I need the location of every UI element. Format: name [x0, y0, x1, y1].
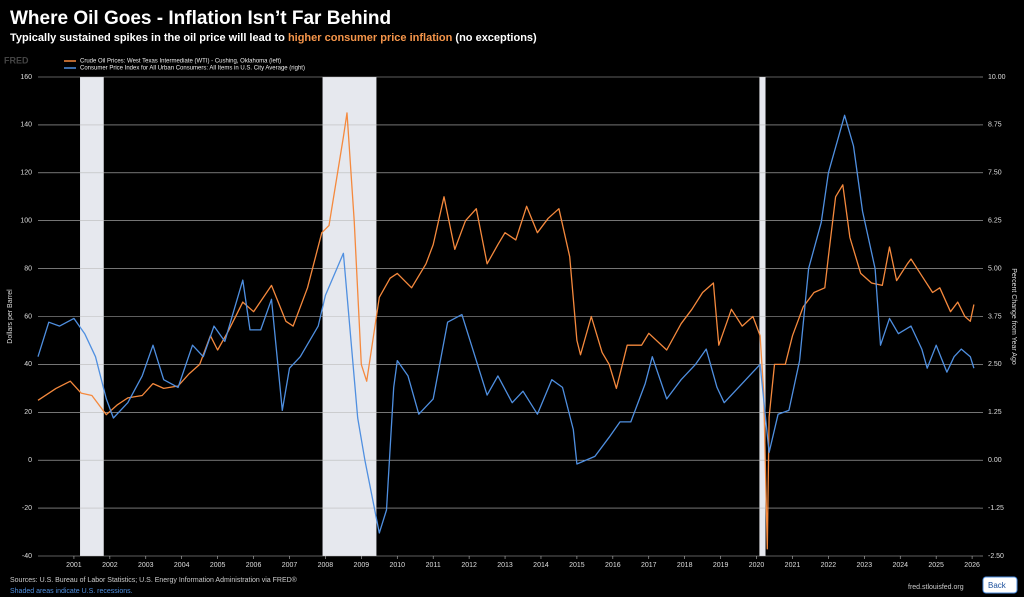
x-tick-label: 2018	[677, 562, 693, 569]
y2-tick-label: 2.50	[988, 361, 1002, 368]
back-button[interactable]: Back	[982, 576, 1018, 594]
y-tick-label: 60	[24, 313, 32, 320]
y2-tick-label: 5.00	[988, 265, 1002, 272]
x-tick-label: 2016	[605, 562, 621, 569]
legend-label: Consumer Price Index for All Urban Consu…	[80, 66, 305, 72]
chart-title: Where Oil Goes - Inflation Isn’t Far Beh…	[10, 8, 391, 29]
y2-tick-label: 7.50	[988, 170, 1002, 177]
subtitle-highlight: higher consumer price inflation	[288, 32, 453, 44]
x-tick-label: 2006	[246, 562, 262, 569]
sources: Sources: U.S. Bureau of Labor Statistics…	[10, 576, 298, 584]
y-tick-label: 40	[24, 361, 32, 368]
x-tick-label: 2019	[713, 562, 729, 569]
y-tick-label: 0	[28, 457, 32, 464]
x-tick-label: 2013	[497, 562, 513, 569]
x-tick-label: 2010	[389, 562, 405, 569]
y-tick-label: 160	[20, 74, 32, 81]
y-tick-label: -40	[22, 553, 32, 560]
x-tick-label: 2004	[174, 562, 190, 569]
x-tick-label: 2025	[928, 562, 944, 569]
y2-tick-label: 8.75	[988, 122, 1002, 129]
x-tick-label: 2026	[964, 562, 980, 569]
x-tick-label: 2001	[66, 562, 82, 569]
back-button-bg[interactable]	[982, 576, 1018, 594]
y2-tick-label: 0.00	[988, 457, 1002, 464]
subtitle-part: Typically sustained spikes in the oil pr…	[10, 32, 288, 44]
x-tick-label: 2023	[857, 562, 873, 569]
x-tick-label: 2022	[821, 562, 837, 569]
y2-tick-label: -1.25	[988, 505, 1004, 512]
y2-tick-label: 1.25	[988, 409, 1002, 416]
y-tick-label: 100	[20, 218, 32, 225]
series-line	[37, 112, 975, 550]
x-tick-label: 2024	[892, 562, 908, 569]
back-button-label[interactable]: Back	[988, 581, 1007, 590]
y2-tick-label: 6.25	[988, 218, 1002, 225]
x-tick-label: 2015	[569, 562, 585, 569]
x-tick-label: 2011	[426, 562, 441, 569]
shaded-note: Shaded areas indicate U.S. recessions.	[10, 588, 133, 595]
x-tick-label: 2014	[533, 562, 549, 569]
y2-axis-label: Percent Change from Year Ago	[1010, 268, 1017, 365]
y-tick-label: 140	[20, 122, 32, 129]
brand: FRED	[4, 55, 29, 65]
y-tick-label: 20	[24, 409, 32, 416]
x-tick-label: 2002	[102, 562, 118, 569]
y-tick-label: 80	[24, 265, 32, 272]
x-tick-label: 2012	[461, 562, 477, 569]
y-tick-label: -20	[22, 505, 32, 512]
x-tick-label: 2020	[749, 562, 765, 569]
site: fred.stlouisfed.org	[908, 584, 964, 591]
y2-tick-label: -2.50	[988, 553, 1004, 560]
y-axis-label: Dollars per Barrel	[7, 289, 14, 344]
x-tick-label: 2017	[641, 562, 657, 569]
x-tick-label: 2005	[210, 562, 226, 569]
x-tick-label: 2009	[354, 562, 370, 569]
x-tick-label: 2003	[138, 562, 154, 569]
x-tick-label: 2008	[318, 562, 334, 569]
x-tick-label: 2021	[785, 562, 801, 569]
series-line	[37, 114, 975, 534]
legend-label: Crude Oil Prices: West Texas Intermediat…	[80, 59, 281, 65]
chart-subtitle: Typically sustained spikes in the oil pr…	[10, 32, 537, 44]
y2-tick-label: 3.75	[988, 313, 1002, 320]
subtitle-part: (no exceptions)	[452, 32, 537, 44]
y-tick-label: 120	[20, 170, 32, 177]
x-tick-label: 2007	[282, 562, 298, 569]
y2-tick-label: 10.00	[988, 74, 1006, 81]
